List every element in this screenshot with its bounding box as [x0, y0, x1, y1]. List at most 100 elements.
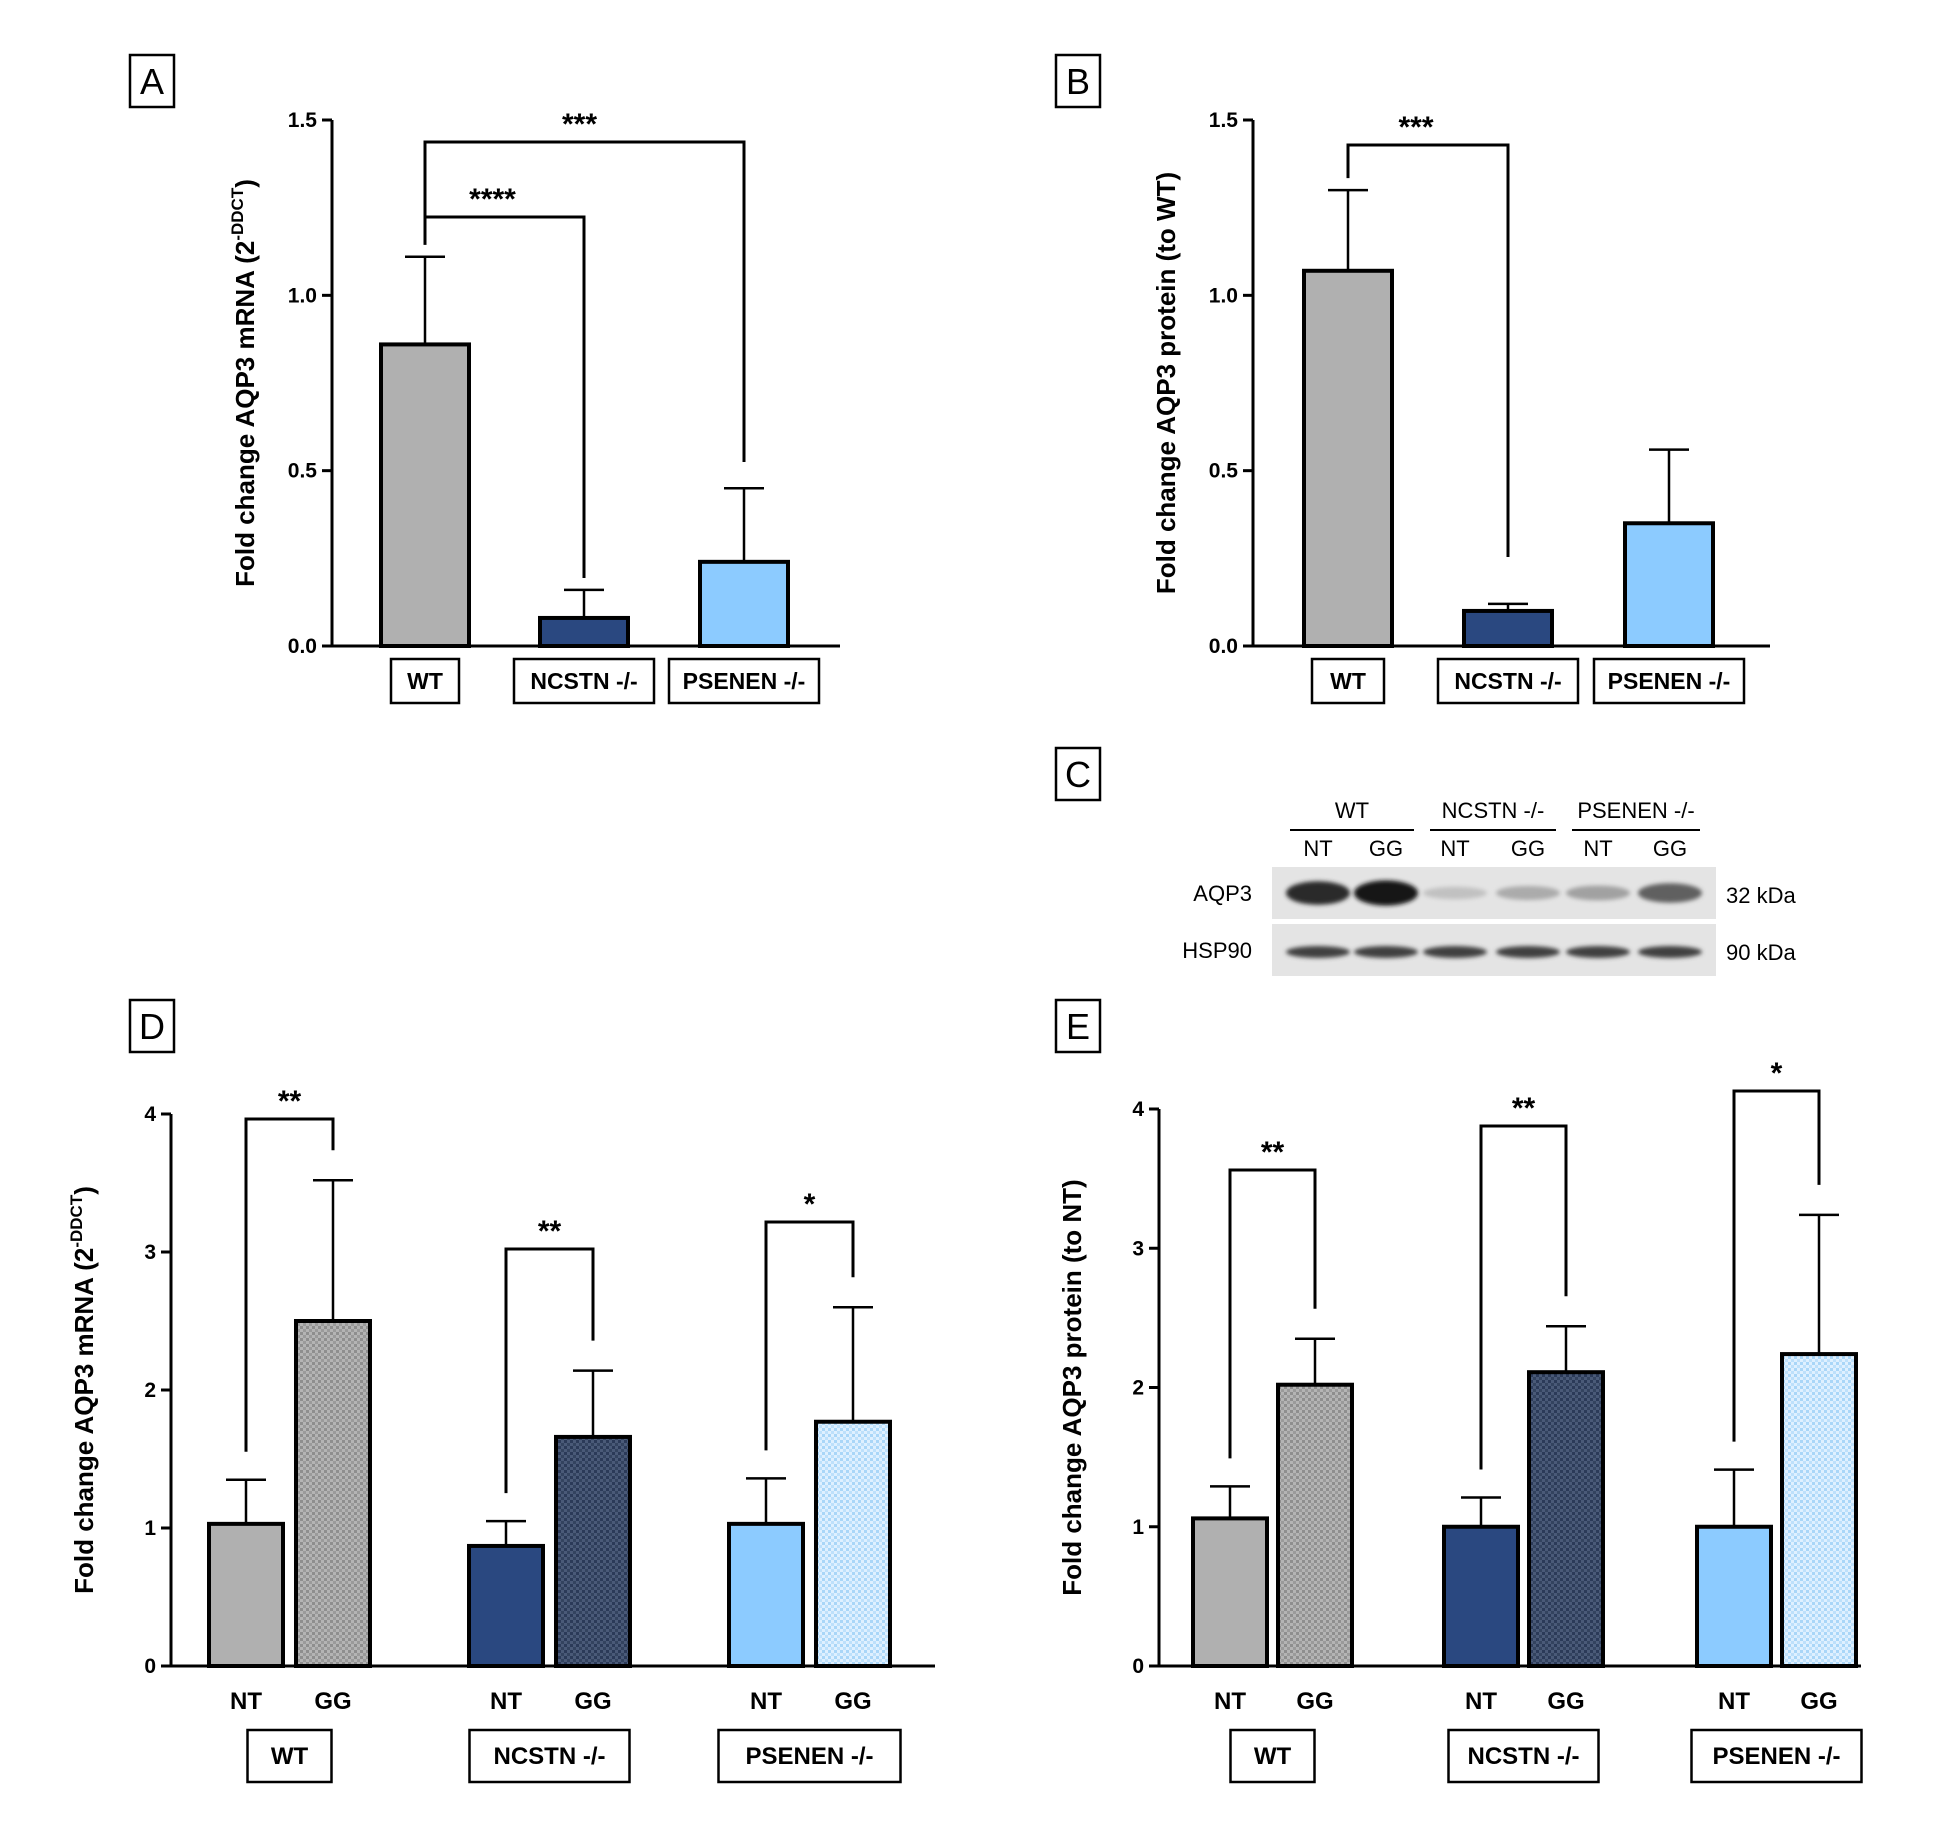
y-tick-label: 4	[1132, 1098, 1144, 1121]
subcategory-label: GG	[574, 1688, 611, 1715]
significance-stars: ***	[1398, 111, 1433, 144]
y-tick-label: 2	[144, 1379, 156, 1402]
panel-label-box	[128, 53, 176, 109]
bar	[1276, 1382, 1354, 1668]
category-label: NCSTN -/-	[1454, 668, 1561, 694]
y-tick-label: 3	[1132, 1237, 1144, 1260]
blot-band	[1638, 946, 1702, 958]
panel-b-chart: B 0.0 0.5 1.0 1.5 Fold change AQP3 protein (t…	[1054, 53, 1770, 705]
y-tick-label: 0.0	[1209, 635, 1238, 658]
bar	[1442, 1524, 1520, 1668]
panel-c-western-blot: C WT NCSTN -/- PSENEN -/- NT GG NT GG NT GG AQP3 32…	[1054, 746, 1796, 976]
category-label-box	[468, 1728, 631, 1784]
y-tick-label: 0.5	[288, 460, 318, 483]
panel-label-box	[1054, 998, 1102, 1054]
blot-band	[1638, 883, 1702, 903]
y-axis-label-close: )	[69, 1186, 99, 1195]
category-label: PSENEN -/-	[683, 668, 806, 694]
blot-band	[1286, 946, 1350, 958]
subcategory-label: NT	[750, 1688, 782, 1715]
bar	[1695, 1524, 1773, 1668]
blot-band	[1496, 886, 1560, 900]
y-axis-label: Fold change AQP3 mRNA (2-DDCT)	[67, 1186, 99, 1594]
category-label-box	[667, 657, 821, 705]
bar	[554, 1434, 632, 1669]
bar	[1527, 1370, 1605, 1668]
category-label-box	[512, 657, 656, 705]
significance-bracket	[1228, 1168, 1317, 1459]
panel-e-chart: E 0 1 2 3 4 Fold change AQP3 protein (to NT) NT…	[1054, 998, 1863, 1784]
significance-bracket	[423, 140, 746, 462]
bar	[814, 1419, 892, 1668]
y-tick-label: 0	[1132, 1655, 1144, 1678]
panel-label-box	[1054, 746, 1102, 802]
blot-group-label: NCSTN -/-	[1442, 798, 1545, 823]
blot-band	[1566, 885, 1630, 901]
blot-band	[1566, 946, 1630, 958]
category-label: WT	[271, 1743, 309, 1770]
category-label-box	[1690, 1728, 1863, 1784]
significance-bracket	[764, 1220, 855, 1451]
panel-label: E	[1066, 1006, 1090, 1047]
subcategory-label: NT	[1214, 1688, 1246, 1715]
subcategory-label: NT	[1465, 1688, 1497, 1715]
blot-lane-label: GG	[1511, 836, 1545, 861]
bar	[1191, 1516, 1269, 1669]
significance-bracket	[1346, 143, 1510, 557]
significance-stars: **	[1261, 1136, 1285, 1169]
blot-group-label: PSENEN -/-	[1577, 798, 1694, 823]
blot-band	[1354, 880, 1418, 906]
y-tick-label: 1.0	[1209, 284, 1238, 307]
panel-label: A	[140, 61, 164, 102]
y-tick-label: 1.0	[288, 284, 317, 307]
y-axis-label: Fold change AQP3 protein (to WT)	[1151, 172, 1181, 594]
significance-stars: *	[804, 1188, 816, 1221]
bar	[538, 615, 630, 648]
bar	[379, 342, 471, 648]
category-label-box	[1592, 657, 1746, 705]
blot-band	[1354, 946, 1418, 958]
bar	[1780, 1352, 1858, 1668]
significance-bracket	[504, 1247, 595, 1494]
significance-bracket	[1732, 1089, 1821, 1442]
panel-d-chart: D 0 1 2 3 4 Fold change AQP3 mRNA (2-DDCT) NT GG…	[67, 998, 935, 1784]
bar	[1462, 608, 1554, 649]
bar	[294, 1319, 372, 1668]
y-axis-label-superscript: -DDCT	[228, 187, 247, 240]
subcategory-label: GG	[1296, 1688, 1333, 1715]
significance-stars: *	[1771, 1057, 1783, 1090]
y-tick-label: 0	[144, 1655, 156, 1678]
category-label: WT	[407, 668, 443, 694]
y-axis-label: Fold change AQP3 mRNA (2-DDCT)	[228, 179, 260, 587]
blot-lane-label: NT	[1440, 836, 1469, 861]
blot-protein-label: AQP3	[1193, 881, 1252, 906]
category-label-box	[1447, 1728, 1600, 1784]
blot-band	[1423, 946, 1487, 958]
blot-protein-label: HSP90	[1182, 938, 1252, 963]
subcategory-label: GG	[314, 1688, 351, 1715]
panel-label: D	[139, 1006, 165, 1047]
category-label-box	[717, 1728, 902, 1784]
y-tick-label: 1.5	[1209, 109, 1239, 132]
bar	[467, 1543, 545, 1668]
subcategory-label: GG	[1547, 1688, 1584, 1715]
category-label: PSENEN -/-	[1608, 668, 1731, 694]
y-tick-label: 0.5	[1209, 460, 1239, 483]
category-label-box	[1310, 657, 1386, 705]
category-label: NCSTN -/-	[494, 1743, 606, 1770]
y-tick-label: 1.5	[288, 109, 318, 132]
y-axis-label-text: Fold change AQP3 mRNA (2	[230, 241, 260, 587]
y-axis-label-text: Fold change AQP3 protein (to WT)	[1151, 172, 1181, 594]
y-axis-label-close: )	[230, 179, 260, 188]
blot-band	[1423, 886, 1487, 900]
significance-stars: ***	[562, 108, 597, 141]
y-tick-label: 2	[1132, 1377, 1144, 1400]
significance-bracket	[1479, 1124, 1568, 1470]
category-label-box	[1436, 657, 1580, 705]
panel-label-box	[128, 998, 176, 1054]
y-axis-label-text: Fold change AQP3 protein (to NT)	[1057, 1179, 1087, 1595]
bar	[1302, 268, 1394, 648]
subcategory-label: NT	[230, 1688, 262, 1715]
category-label-box	[389, 657, 461, 705]
